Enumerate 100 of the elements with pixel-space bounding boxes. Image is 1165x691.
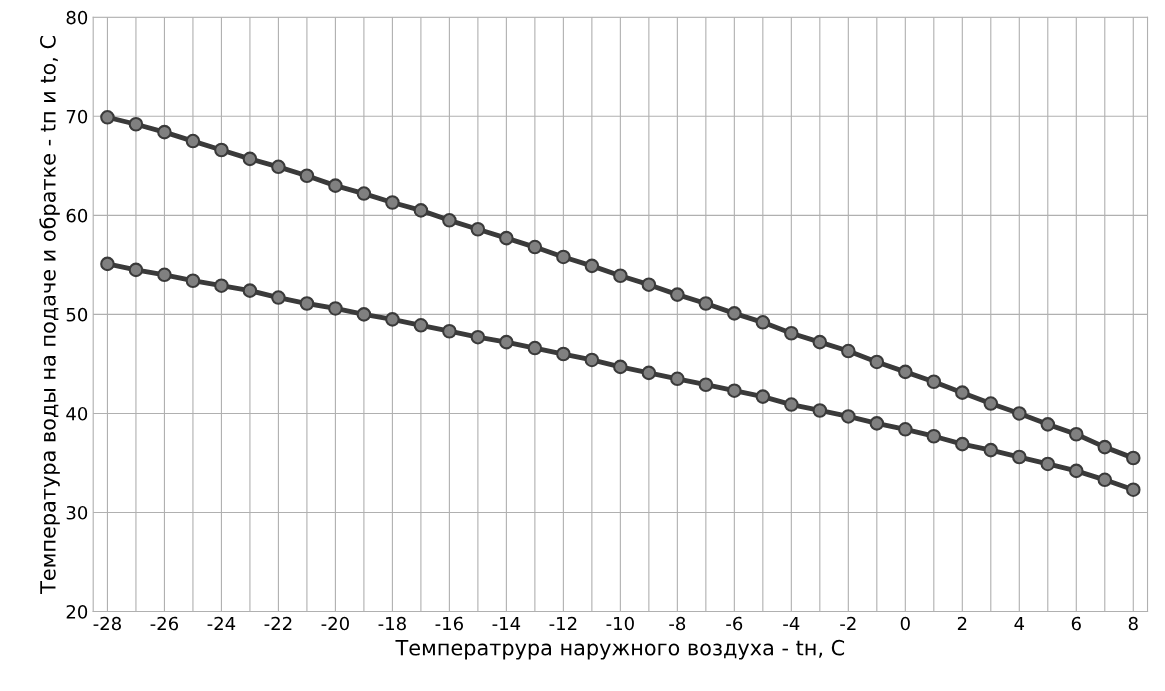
point	[955, 385, 970, 400]
x-tick-label: -20	[321, 616, 349, 631]
y-tick-label: 70	[66, 109, 88, 124]
point	[755, 389, 771, 404]
x-tick-label: 6	[1071, 616, 1081, 631]
point	[128, 116, 144, 132]
x-tick-label: -8	[669, 616, 686, 631]
point	[1125, 482, 1141, 497]
x-tick-label: -10	[606, 616, 634, 631]
point	[242, 283, 258, 298]
point	[613, 268, 628, 284]
x-tick-label: -26	[150, 616, 179, 631]
point	[869, 354, 885, 370]
x-tick-label: -22	[264, 616, 292, 631]
point	[214, 142, 229, 158]
x-tick-label: -18	[378, 616, 406, 631]
point	[812, 403, 828, 418]
point	[812, 334, 828, 350]
point	[1097, 439, 1113, 455]
point	[698, 377, 714, 393]
point	[527, 340, 543, 356]
point	[185, 133, 201, 149]
point	[670, 287, 685, 302]
point	[328, 178, 343, 193]
point	[499, 230, 514, 246]
x-tick-label: 4	[1014, 616, 1025, 631]
y-tick-label: 40	[66, 406, 88, 421]
point	[1040, 417, 1056, 432]
x-tick-label: -14	[492, 616, 521, 631]
point	[613, 359, 628, 375]
y-tick-label: 50	[66, 307, 88, 322]
point	[1069, 463, 1084, 479]
x-tick-label: -28	[93, 616, 121, 631]
y-axis-title: Температура воды на подаче и обратке - tп и tо, С	[39, 36, 60, 594]
x-axis-title: Температрура наружного воздуха - tн, С	[395, 639, 845, 660]
point	[157, 267, 172, 283]
point	[869, 416, 885, 431]
point	[784, 397, 799, 412]
point	[641, 365, 657, 381]
x-tick-label: -2	[840, 616, 856, 631]
x-tick-label: -4	[783, 616, 800, 631]
point	[755, 315, 771, 330]
point	[556, 249, 571, 265]
point	[1012, 406, 1027, 421]
point	[556, 346, 571, 362]
x-tick-label: -12	[549, 616, 577, 631]
point	[470, 329, 486, 345]
point	[955, 436, 970, 452]
point	[356, 307, 372, 322]
x-tick-label: -6	[726, 616, 743, 631]
point	[670, 371, 685, 387]
point	[214, 278, 229, 293]
y-tick-label: 60	[66, 208, 88, 223]
point	[470, 221, 486, 237]
point	[983, 396, 999, 411]
point	[898, 364, 913, 380]
point	[841, 343, 856, 359]
point	[442, 213, 457, 228]
point	[328, 301, 343, 316]
point	[1125, 450, 1141, 466]
point	[185, 273, 201, 289]
point	[841, 409, 856, 424]
point	[784, 325, 799, 341]
y-tick-label: 20	[66, 604, 88, 619]
point	[242, 151, 258, 167]
point	[1012, 449, 1027, 465]
point	[385, 195, 400, 210]
x-tick-label: -24	[207, 616, 236, 631]
point	[499, 334, 514, 350]
point	[584, 258, 600, 274]
point	[271, 159, 286, 175]
point	[128, 262, 144, 278]
point	[100, 256, 115, 272]
point	[1097, 472, 1113, 488]
point	[442, 323, 457, 339]
point	[413, 318, 429, 333]
point	[356, 186, 372, 201]
point	[698, 296, 714, 311]
x-tick-label: 8	[1128, 616, 1138, 631]
x-tick-label: 0	[900, 616, 910, 631]
point	[299, 296, 315, 311]
point	[100, 110, 115, 125]
point	[1069, 426, 1084, 442]
x-tick-label: -16	[435, 616, 463, 631]
point	[271, 290, 286, 305]
point	[727, 383, 742, 398]
point	[926, 428, 942, 444]
point	[527, 239, 543, 255]
point	[157, 124, 172, 140]
point	[727, 306, 742, 321]
point	[299, 168, 315, 184]
point	[385, 312, 400, 327]
point	[413, 203, 429, 218]
point	[898, 422, 913, 437]
point	[584, 352, 600, 368]
point	[1040, 456, 1056, 472]
point	[926, 374, 942, 390]
point	[641, 277, 657, 292]
point	[983, 442, 999, 458]
y-tick-label: 80	[66, 10, 88, 25]
